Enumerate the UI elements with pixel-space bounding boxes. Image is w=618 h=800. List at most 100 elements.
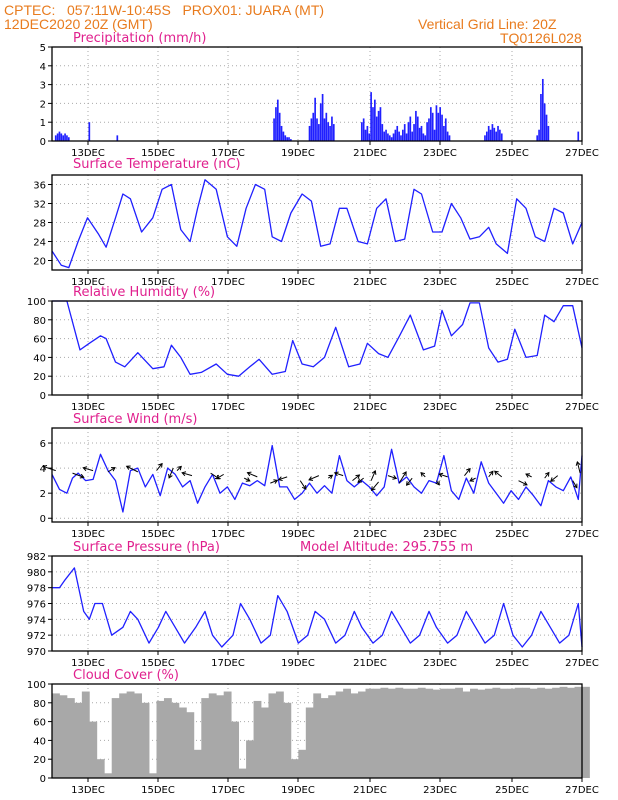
precip-bar [499, 129, 501, 141]
cloud-cover-bar [514, 687, 523, 778]
precip-bar [446, 131, 449, 141]
precip-bar [66, 135, 68, 141]
wind-vector-head [405, 481, 411, 486]
precip-bar [420, 125, 423, 141]
precip-bar [278, 112, 281, 141]
precip-bar [431, 112, 434, 141]
cloud-cover-bar [178, 707, 187, 778]
wind-vector [370, 470, 376, 481]
wind-vector-head [308, 476, 314, 481]
wind-vector [488, 470, 494, 478]
y-tick-label: 0 [40, 137, 46, 148]
wind-vector [518, 480, 528, 486]
precip-bar [402, 129, 404, 141]
x-tick-label: 21DEC [353, 148, 387, 159]
cloud-cover-bar [372, 688, 381, 778]
y-tick-label: 6 [40, 439, 46, 450]
precip-bar [379, 107, 382, 141]
precip-bar [398, 131, 400, 141]
precip-bar [403, 124, 406, 141]
y-tick-label: 20 [33, 372, 46, 383]
cloud-cover-bar [171, 702, 180, 778]
cloud-cover-bar [208, 693, 217, 778]
wind-vector-head [177, 465, 182, 471]
precip-bar [332, 124, 335, 141]
wind-vector-head [168, 473, 173, 479]
precip-bar [405, 133, 408, 141]
y-tick-label: 980 [27, 568, 46, 579]
wind-vector [439, 473, 448, 478]
precip-bar [288, 137, 290, 141]
precip-bar [577, 131, 580, 141]
x-tick-label: 17DEC [211, 529, 245, 540]
panel-1: 20 24 28 32 36 13DEC 15DEC 17DEC 19DEC 21DEC 23DEC… [33, 157, 599, 288]
cloud-cover-bar [156, 700, 165, 778]
precip-bar [360, 122, 363, 141]
wind-vector-head [110, 467, 116, 472]
cloud-cover-bar [52, 693, 60, 778]
precip-bar [500, 133, 503, 141]
cloud-cover-bar [186, 712, 195, 778]
y-tick-label: 982 [27, 552, 46, 563]
cloud-cover-bar [567, 687, 575, 778]
cloud-cover-bar [104, 773, 113, 778]
precip-bar [444, 118, 447, 141]
wind-vector [334, 472, 344, 477]
precip-bar [62, 135, 65, 141]
y-tick-label: 40 [33, 353, 46, 364]
cloud-cover-bar [335, 691, 344, 778]
cloud-cover-bar [529, 688, 538, 778]
x-tick-label: 23DEC [423, 529, 457, 540]
wind-vector [126, 465, 139, 473]
y-tick-label: 5 [40, 43, 46, 54]
precip-bar [540, 94, 542, 141]
precip-bar [424, 135, 427, 141]
precip-bar [56, 133, 59, 141]
cloud-cover-bar [141, 702, 150, 778]
x-tick-label: 15DEC [141, 529, 175, 540]
wind-vector [576, 461, 581, 474]
cloud-cover-bar [380, 687, 389, 778]
wind-vector-head [370, 486, 376, 492]
x-tick-label: 23DEC [423, 402, 457, 413]
cloud-cover-bar [544, 688, 553, 778]
x-tick-label: 23DEC [423, 785, 457, 796]
header-run-code: TQ0126L028 [500, 30, 582, 46]
x-tick-label: 23DEC [423, 658, 457, 669]
series-line [52, 300, 583, 377]
cloud-cover-bar [261, 707, 269, 778]
panel-frame [51, 683, 583, 779]
cloud-cover-bar [268, 693, 277, 778]
wind-vector-head [42, 465, 48, 470]
precip-bar [116, 135, 119, 141]
y-tick-label: 0 [40, 514, 46, 525]
wind-vector-head [420, 471, 426, 477]
precip-bar [88, 122, 91, 141]
wind-vector [243, 477, 251, 482]
cloud-cover-bar [216, 695, 225, 778]
wind-vector-head [573, 483, 578, 489]
x-tick-label: 19DEC [281, 529, 315, 540]
precip-bar [316, 118, 318, 141]
x-tick-label: 19DEC [281, 148, 315, 159]
wind-vector [550, 475, 559, 482]
precip-bar [489, 129, 492, 141]
precip-bar [370, 92, 372, 141]
precip-bar [329, 125, 331, 141]
precip-bar [409, 116, 412, 141]
precip-bar [400, 135, 402, 141]
wind-vector-head [82, 466, 88, 472]
wind-vector [168, 467, 174, 479]
precip-bar [308, 125, 311, 141]
cloud-cover-bar [499, 688, 508, 778]
cloud-cover-bar [402, 688, 411, 778]
y-tick-label: 4 [40, 464, 46, 475]
y-tick-label: 32 [33, 200, 46, 211]
cloud-cover-bar [290, 759, 299, 778]
cloud-cover-bar [134, 693, 142, 778]
precip-bar [493, 127, 496, 141]
precip-bar [487, 125, 490, 141]
precip-bar [280, 125, 283, 141]
wind-vector-head [273, 479, 279, 484]
wind-vector [357, 477, 364, 483]
